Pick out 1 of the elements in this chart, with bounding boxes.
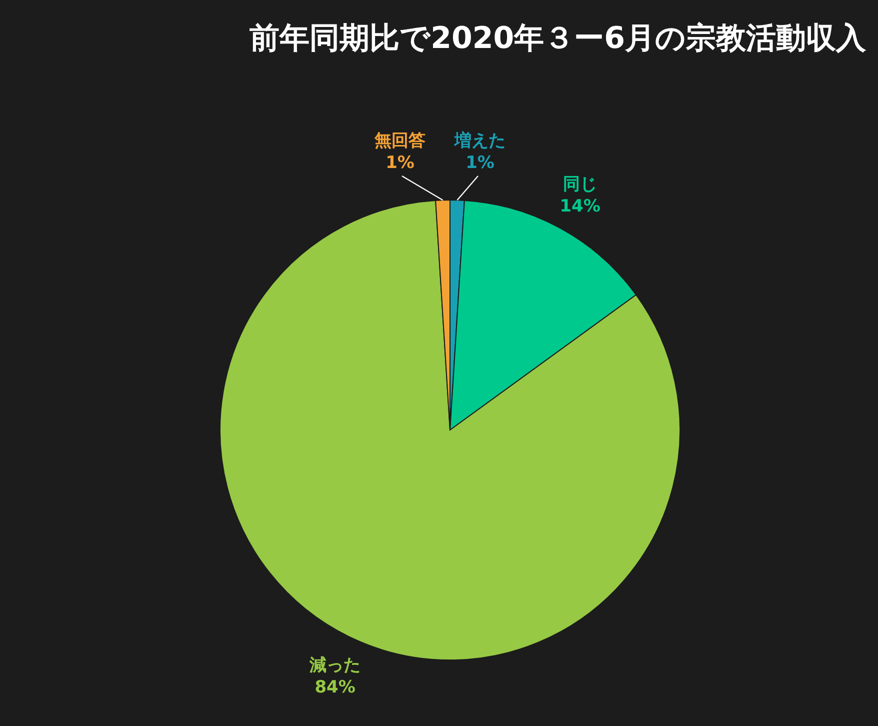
chart-title: 前年同期比で2020年３ー6月の宗教活動収入 bbox=[250, 21, 867, 56]
